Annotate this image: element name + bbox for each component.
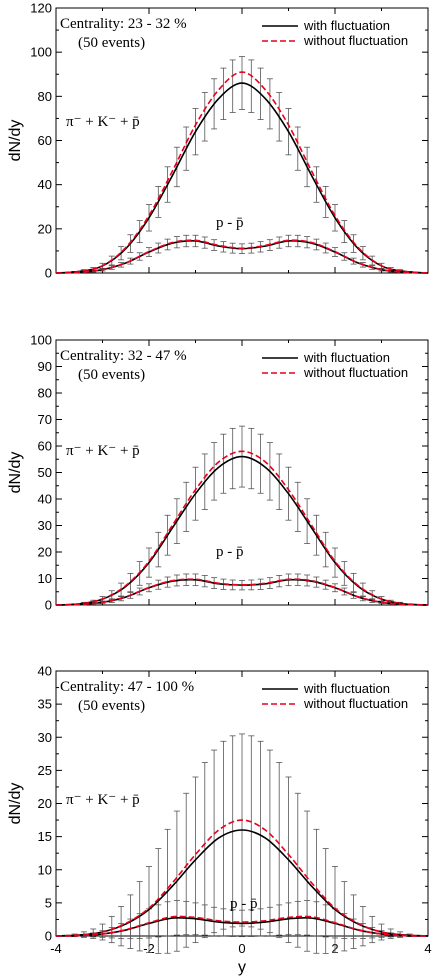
y-tick-label: 30 [38,518,52,533]
y-tick-label: 40 [38,177,52,192]
y-tick-label: 90 [38,359,52,374]
y-tick-label: 100 [30,45,52,60]
y-tick-label: 5 [45,895,52,910]
events-label: (50 events) [78,698,145,714]
legend-entry: without fluctuation [303,33,408,48]
events-label: (50 events) [78,35,145,51]
net-proton-label: p - p̄ [230,896,258,912]
y-tick-label: 35 [38,697,52,712]
y-tick-label: 100 [30,333,52,348]
legend-entry: with fluctuation [303,350,390,365]
y-tick-label: 30 [38,730,52,745]
series-line-2 [55,450,429,606]
y-tick-label: 120 [30,1,52,16]
legend-entry: without fluctuation [303,365,408,380]
y-tick-label: 60 [38,439,52,454]
y-tick-label: 0 [45,598,52,613]
y-tick-label: 0 [45,929,52,944]
y-axis-label: dN/dy [7,452,24,494]
centrality-label: Centrality: 47 - 100 % [60,679,194,695]
y-tick-label: 50 [38,465,52,480]
species-label: π⁻ + K⁻ + p̄ [66,443,140,459]
y-axis-label: dN/dy [7,783,24,825]
net-proton-label: p - p̄ [216,544,244,560]
series-line-2 [55,71,429,274]
y-tick-label: 25 [38,763,52,778]
error-bars [62,56,422,274]
net-proton-label: p - p̄ [216,215,244,231]
x-axis-label: y [238,959,246,976]
y-tick-label: 80 [38,89,52,104]
species-label: π⁻ + K⁻ + p̄ [66,114,140,130]
y-tick-label: 60 [38,133,52,148]
x-tick-label: -4 [50,941,62,956]
centrality-label: Centrality: 32 - 47 % [60,348,187,364]
series-line-4 [55,578,429,606]
y-tick-label: 80 [38,386,52,401]
y-tick-label: 15 [38,829,52,844]
y-tick-label: 20 [38,221,52,236]
chart-panel-1: 0 20 40 60 80 100 120 dN/dy Centrality: 23 - 32 … [7,1,429,281]
x-tick-label: 0 [238,941,245,956]
legend-entry: with fluctuation [303,681,390,696]
y-tick-label: 40 [38,664,52,679]
chart-panel-2: 0 10 20 30 40 50 60 70 80 90 100 dN/dy Centrality: 3… [7,333,429,613]
legend-entry: without fluctuation [303,696,408,711]
events-label: (50 events) [78,367,145,383]
x-tick-label: 4 [424,941,431,956]
y-axis-label: dN/dy [7,120,24,162]
legend-entry: with fluctuation [303,18,390,33]
y-tick-label: 40 [38,492,52,507]
y-tick-label: 20 [38,545,52,560]
y-tick-label: 10 [38,862,52,877]
series-line-2 [55,819,429,937]
species-label: π⁻ + K⁻ + p̄ [66,792,140,808]
y-tick-label: 10 [38,571,52,586]
y-tick-label: 70 [38,412,52,427]
series-line-4 [55,239,429,274]
y-tick-label: 20 [38,796,52,811]
centrality-label: Centrality: 23 - 32 % [60,16,187,32]
series-line-4 [55,915,429,937]
y-tick-label: 0 [45,266,52,281]
